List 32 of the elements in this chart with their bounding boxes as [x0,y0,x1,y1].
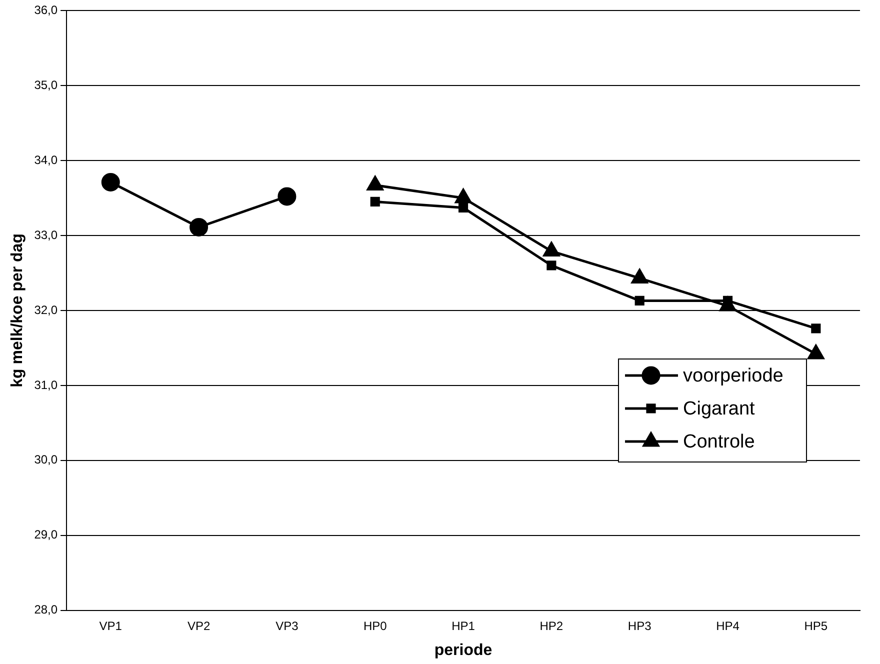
x-tick-label: HP5 [804,618,828,633]
point [101,172,120,192]
x-tick-label: HP3 [628,618,652,633]
point [546,260,556,270]
y-tick-label: 33,0 [34,228,58,242]
legend-label: voorperiode [683,366,784,387]
point [634,296,644,306]
y-axis-title: kg melk/koe per dag [9,234,26,388]
y-tick-label: 31,0 [34,378,58,392]
x-axis-title: periode [434,642,492,659]
point [278,187,296,206]
x-tick-label: HP1 [452,618,476,633]
point [190,218,208,236]
point [808,344,824,360]
y-tick-label: 32,0 [34,302,58,317]
point [370,196,380,207]
y-tick-label: 34,0 [34,152,58,167]
x-tick-label: HP0 [363,618,388,633]
point [458,202,468,213]
y-tick-label: 28,0 [34,602,58,617]
y-tick-label: 35,0 [34,78,58,92]
point [811,324,821,334]
x-tick-label: VP2 [187,618,210,633]
y-tick-label: 30,0 [34,452,58,467]
y-tick-label: 29,0 [34,528,58,542]
legend-label: Cigarant [683,398,756,420]
x-tick-label: HP2 [540,618,564,633]
x-tick-label: VP3 [276,618,299,633]
x-tick-label: HP4 [716,618,740,633]
y-tick-label: 36,0 [34,2,58,17]
x-tick-label: VP1 [99,618,122,633]
legend-label: Controle [683,432,755,453]
